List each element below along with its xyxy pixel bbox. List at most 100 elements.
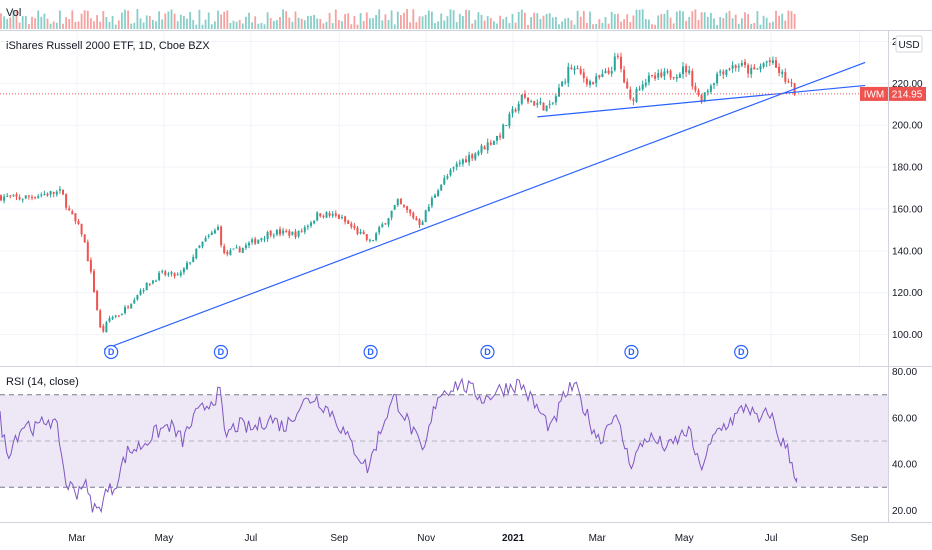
volume-bar <box>86 10 89 29</box>
candle-body <box>145 282 148 291</box>
time-tick-label: Jul <box>244 533 257 544</box>
volume-bar <box>303 20 306 29</box>
candle-body <box>114 315 117 317</box>
last-price-tag: IWM 214.95 <box>860 86 926 101</box>
volume-bar <box>173 13 176 29</box>
volume-bar <box>55 22 58 29</box>
time-tick-label: Mar <box>68 533 86 544</box>
volume-bar <box>31 16 33 29</box>
volume-bar <box>511 13 514 29</box>
candle-body <box>607 70 610 74</box>
volume-bar <box>455 22 458 29</box>
dividend-marker <box>363 344 378 360</box>
rsi-axis: 20.00 40.00 60.00 80.00 <box>892 367 917 517</box>
volume-bar <box>372 18 374 29</box>
volume-bar <box>635 9 638 30</box>
candle-body <box>372 240 374 242</box>
candle-body <box>660 72 663 77</box>
candle-body <box>511 109 514 114</box>
volume-bar <box>660 14 663 29</box>
volume-bar <box>28 24 30 29</box>
volume-bar <box>269 18 272 29</box>
volume-bar <box>772 21 774 29</box>
candle-body <box>520 94 523 104</box>
candle-body <box>238 247 241 253</box>
rsi-pane: RSI (14, close) 20.00 40.00 60.00 80.00 <box>0 367 917 517</box>
dividend-marker <box>104 344 119 360</box>
candle-body <box>558 87 560 97</box>
candle-body <box>133 299 136 304</box>
volume-bar <box>111 16 114 29</box>
volume-bar <box>477 12 480 29</box>
rsi-tick-label: 20.00 <box>892 506 917 517</box>
candle-body <box>40 194 43 196</box>
volume-bar <box>362 21 365 29</box>
volume-bar <box>629 22 632 29</box>
time-tick-label: Sep <box>330 533 348 544</box>
volume-bar <box>117 20 120 29</box>
candle-body <box>762 63 765 67</box>
candle-body <box>111 317 114 319</box>
candle-body <box>266 231 269 240</box>
candle-body <box>399 198 402 205</box>
volume-label: Vol <box>6 7 21 19</box>
candle-body <box>347 220 350 224</box>
candle-body <box>12 194 15 196</box>
volume-bar <box>437 21 439 29</box>
candle-body <box>675 76 678 79</box>
candle-body <box>164 271 167 275</box>
volume-bar <box>331 23 334 29</box>
candle-body <box>18 197 21 200</box>
candle-body <box>496 135 498 141</box>
volume-bar <box>765 17 768 29</box>
candle-body <box>71 211 74 215</box>
candle-body <box>170 272 173 274</box>
volume-bar <box>728 10 731 29</box>
price-tick-label: 140.00 <box>892 246 923 257</box>
volume-bar <box>533 12 536 29</box>
volume-bar <box>595 23 598 29</box>
candle-body <box>635 88 638 102</box>
dividend-marker <box>213 344 229 360</box>
candle-body <box>409 209 412 214</box>
price-tick-label: 200.00 <box>892 121 923 132</box>
price-candles <box>0 52 796 333</box>
candle-body <box>415 218 418 221</box>
candle-body <box>158 272 161 281</box>
candle-body <box>9 195 12 197</box>
volume-bar <box>610 11 613 29</box>
candle-body <box>387 218 390 225</box>
candle-body <box>573 68 576 71</box>
candle-body <box>341 217 343 219</box>
candle-body <box>725 69 728 76</box>
symbol-tag: IWM <box>864 89 885 100</box>
symbol-tag-box <box>860 86 888 101</box>
currency-button[interactable]: USD <box>895 35 923 53</box>
volume-bars <box>0 9 796 30</box>
volume-bar <box>24 16 27 29</box>
candle-body <box>313 220 316 224</box>
volume-bar <box>672 23 675 29</box>
volume-bar <box>508 22 511 29</box>
candle-body <box>52 191 55 194</box>
candle-body <box>155 280 157 282</box>
volume-bar <box>49 23 52 29</box>
volume-bar <box>564 18 567 29</box>
candle-body <box>378 227 381 233</box>
volume-bar <box>90 18 92 29</box>
volume-bar <box>217 10 219 30</box>
candle-body <box>403 205 405 207</box>
candle-body <box>272 235 275 237</box>
volume-bar <box>297 17 300 29</box>
volume-bar <box>465 9 467 29</box>
volume-bar <box>96 15 98 29</box>
candle-body <box>514 109 517 112</box>
rsi-band-lines <box>0 394 888 488</box>
volume-bar <box>542 15 545 29</box>
rsi-tick-label: 40.00 <box>892 460 917 471</box>
volume-bar <box>12 10 15 29</box>
dividend-marker <box>624 344 639 360</box>
volume-bar <box>158 11 160 30</box>
candle-body <box>229 250 232 255</box>
volume-bar <box>276 20 278 29</box>
